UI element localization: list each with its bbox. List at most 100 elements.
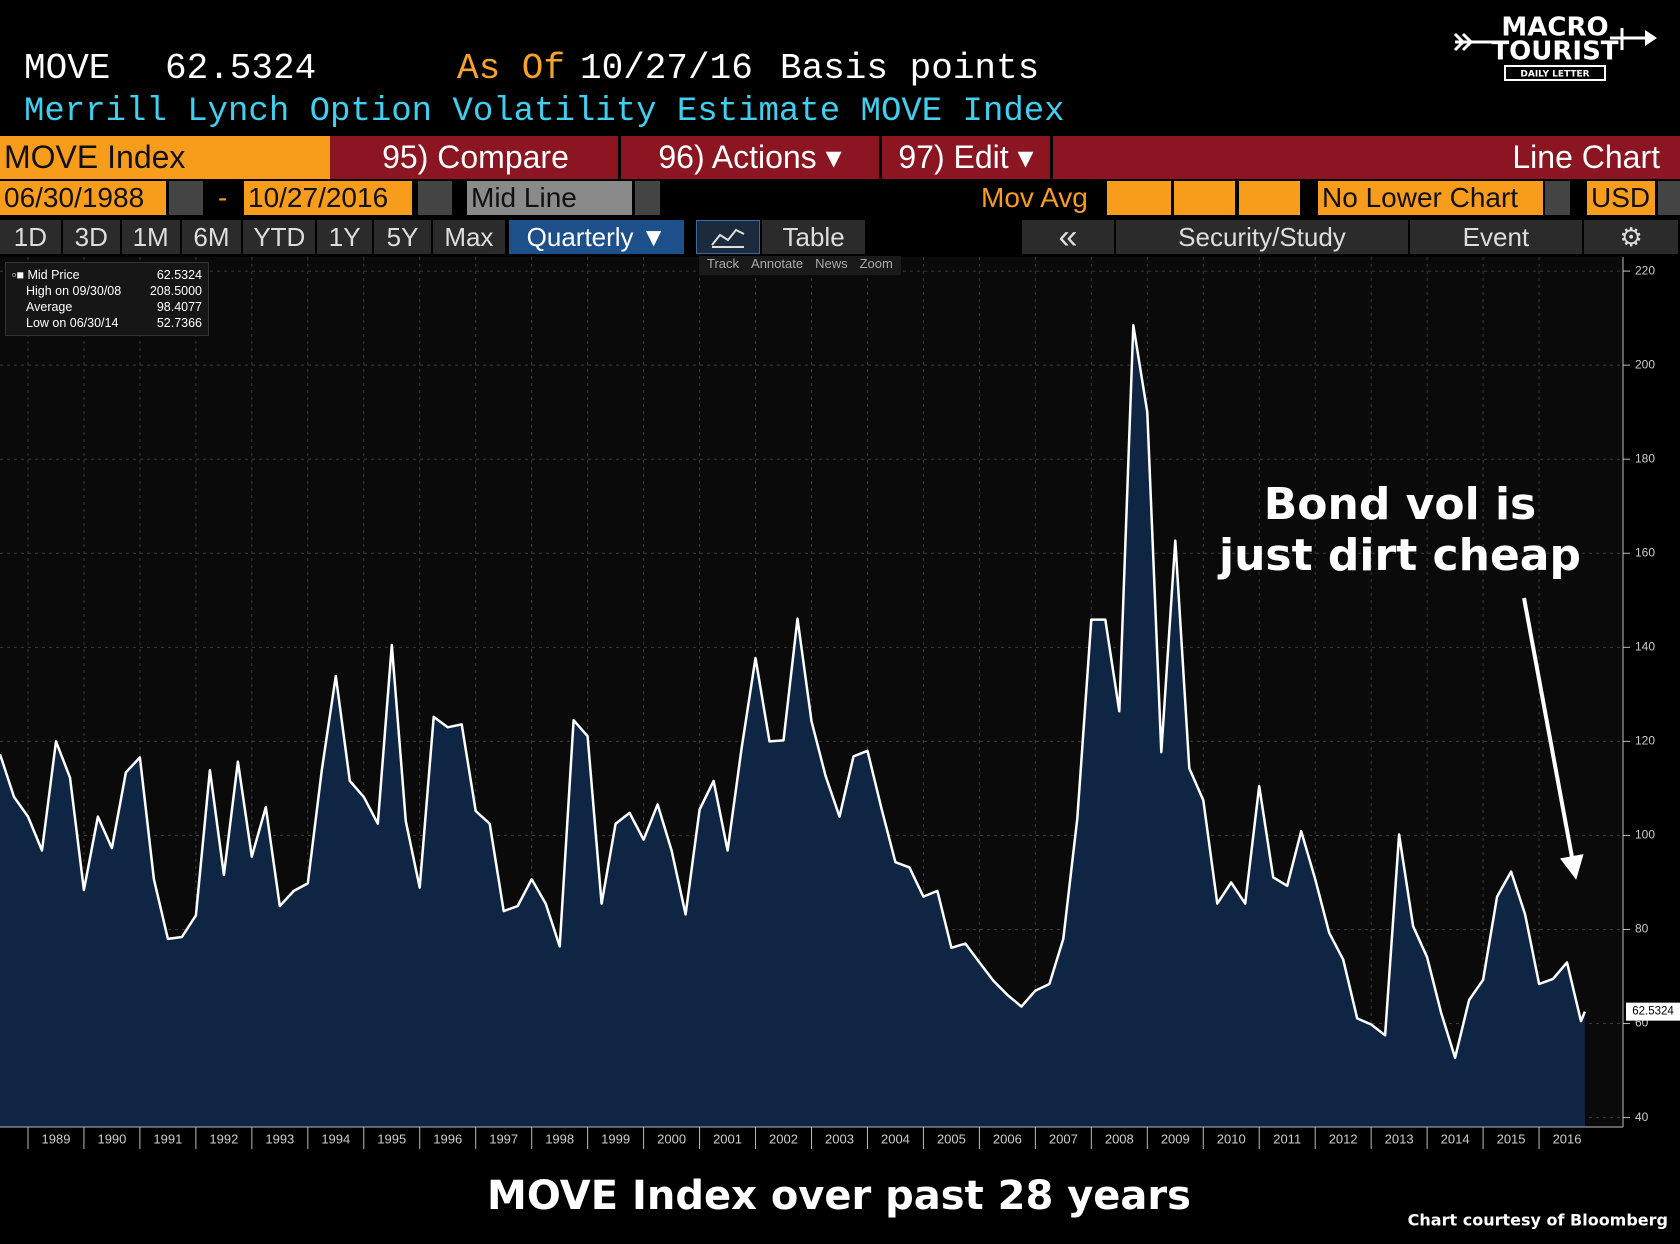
actions-button[interactable]: 96) Actions ▾ xyxy=(621,136,882,179)
annotation: Bond vol is xyxy=(1264,479,1537,530)
y-tick-label: 180 xyxy=(1635,451,1655,465)
logo-text: DAILY LETTER xyxy=(1520,70,1589,80)
y-tick-label: 100 xyxy=(1635,828,1655,842)
x-tick-label: 2007 xyxy=(1049,1131,1078,1146)
edit-button[interactable]: 97) Edit ▾ xyxy=(882,136,1053,179)
start-date[interactable]: 06/30/1988 xyxy=(0,181,166,215)
x-tick-label: 2003 xyxy=(825,1131,854,1146)
y-tick-label: 120 xyxy=(1635,734,1655,748)
end-date[interactable]: 10/27/2016 xyxy=(244,181,412,215)
annotation-arrow xyxy=(1522,597,1584,880)
mov-avg-input[interactable] xyxy=(1239,181,1300,215)
units: Basis points xyxy=(780,48,1040,89)
mov-avg-input[interactable] xyxy=(1107,181,1171,215)
dropdown[interactable] xyxy=(1545,181,1570,215)
mov-avg: Mov Avg xyxy=(981,182,1088,213)
back-button[interactable]: « xyxy=(1021,218,1115,256)
x-tick-label: 1998 xyxy=(545,1131,574,1146)
period-button[interactable]: Max xyxy=(432,220,505,254)
legend-row: High on 09/30/08 208.5000 xyxy=(12,283,202,299)
y-tick-label: 200 xyxy=(1635,357,1655,371)
calendar-icon[interactable] xyxy=(169,181,203,215)
table-button[interactable]: Table xyxy=(762,220,865,254)
x-tick-label: 2015 xyxy=(1497,1131,1526,1146)
tool-button[interactable]: Annotate xyxy=(751,256,804,271)
toolbar-row: MOVE Index 95) Compare 96) Actions ▾ 97)… xyxy=(0,136,1680,179)
chart-icon-button[interactable] xyxy=(696,220,761,254)
dropdown[interactable] xyxy=(1658,181,1680,215)
y-tick-label: 160 xyxy=(1635,545,1655,559)
area xyxy=(0,325,1585,1127)
ticker: MOVE xyxy=(24,48,111,89)
security-button[interactable]: MOVE Index xyxy=(0,136,330,179)
period-button[interactable]: 5Y xyxy=(374,220,431,254)
x-tick-label: 1995 xyxy=(377,1131,406,1146)
currency[interactable]: USD xyxy=(1587,181,1655,215)
x-tick-label: 2001 xyxy=(713,1131,742,1146)
legend: ▫■ Mid Price 62.5324 High on 09/30/08 208… xyxy=(5,262,209,336)
logo-text: TOURIST xyxy=(1491,37,1618,67)
period-button[interactable]: 1Y xyxy=(317,220,373,254)
frequency-button[interactable]: Quarterly ▼ xyxy=(508,220,685,254)
legend-value: 52.7366 xyxy=(156,316,202,330)
spacer xyxy=(867,220,1022,254)
lower-chart[interactable]: No Lower Chart xyxy=(1318,181,1543,215)
x-tick-label: 1994 xyxy=(321,1131,350,1146)
chart-title: MOVE Index over past 28 years xyxy=(487,1173,1191,1219)
date: 10/27/16 xyxy=(580,48,753,89)
x-tick-label: 1991 xyxy=(153,1131,182,1146)
legend-label: Average xyxy=(26,300,73,314)
x-tick-label: 1989 xyxy=(42,1131,71,1146)
legend-value: 208.5000 xyxy=(149,284,202,298)
x-tick-label: 2014 xyxy=(1441,1131,1470,1146)
legend-row: Average 98.4077 xyxy=(12,299,202,315)
source: Chart courtesy of Bloomberg xyxy=(1408,1211,1668,1230)
annotation: just dirt cheap xyxy=(1217,530,1581,581)
y-tick-label: 220 xyxy=(1635,263,1655,277)
compare-button[interactable]: 95) Compare xyxy=(333,136,621,179)
legend-label: High on 09/30/08 xyxy=(26,284,122,298)
last-value-label: 62.5324 xyxy=(1632,1006,1674,1018)
x-tick-label: 1993 xyxy=(265,1131,294,1146)
toolbar-row: 06/30/1988 - 10/27/2016 Mid Line Mov Avg… xyxy=(0,181,1680,217)
x-tick-label: 1999 xyxy=(601,1131,630,1146)
date-separator: - xyxy=(218,182,228,213)
line-mode[interactable]: Mid Line xyxy=(467,181,632,215)
x-tick-label: 2008 xyxy=(1105,1131,1134,1146)
settings-button[interactable]: ⚙ xyxy=(1584,220,1678,254)
legend-value: 98.4077 xyxy=(156,300,202,314)
x-tick-label: 2000 xyxy=(657,1131,686,1146)
tool-button[interactable]: Track xyxy=(707,256,740,271)
tool-strip: Track Annotate News Zoom xyxy=(699,256,901,275)
x-tick-label: 2016 xyxy=(1553,1131,1582,1146)
legend-row: Low on 06/30/14 52.7366 xyxy=(12,315,202,331)
x-tick-label: 2006 xyxy=(993,1131,1022,1146)
legend-series: Mid Price xyxy=(27,268,80,282)
legend-label: Low on 06/30/14 xyxy=(26,316,119,330)
x-tick-label: 1990 xyxy=(97,1131,126,1146)
period-button[interactable]: 1M xyxy=(121,220,180,254)
y-tick-label: 140 xyxy=(1635,639,1655,653)
period-button[interactable]: YTD xyxy=(243,220,316,254)
x-tick-label: 1992 xyxy=(209,1131,238,1146)
dropdown[interactable] xyxy=(635,181,660,215)
security-study-button[interactable]: Security/Study xyxy=(1116,220,1408,254)
last-value-tag xyxy=(1626,1002,1680,1021)
toolbar-row: 1D 3D 1M 6M YTD 1Y 5Y Max Quarterly ▼ Table «Secur… xyxy=(0,218,1680,256)
x-tick-label: 1997 xyxy=(489,1131,518,1146)
calendar-icon[interactable] xyxy=(418,181,452,215)
x-tick-label: 2010 xyxy=(1217,1131,1246,1146)
period-button[interactable]: 1D xyxy=(0,220,61,254)
y-tick-label: 40 xyxy=(1635,1110,1649,1124)
event-button[interactable]: Event xyxy=(1409,220,1583,254)
period-button[interactable]: 6M xyxy=(181,220,242,254)
x-tick-label: 2009 xyxy=(1161,1131,1190,1146)
logo: MACRO TOURIST DAILY LETTER xyxy=(1453,13,1657,81)
mov-avg-input[interactable] xyxy=(1174,181,1235,215)
period-button[interactable]: 3D xyxy=(62,220,120,254)
tool-button[interactable]: News xyxy=(815,256,848,271)
as-of-label: As Of xyxy=(457,48,566,89)
tool-button[interactable]: Zoom xyxy=(859,256,893,271)
